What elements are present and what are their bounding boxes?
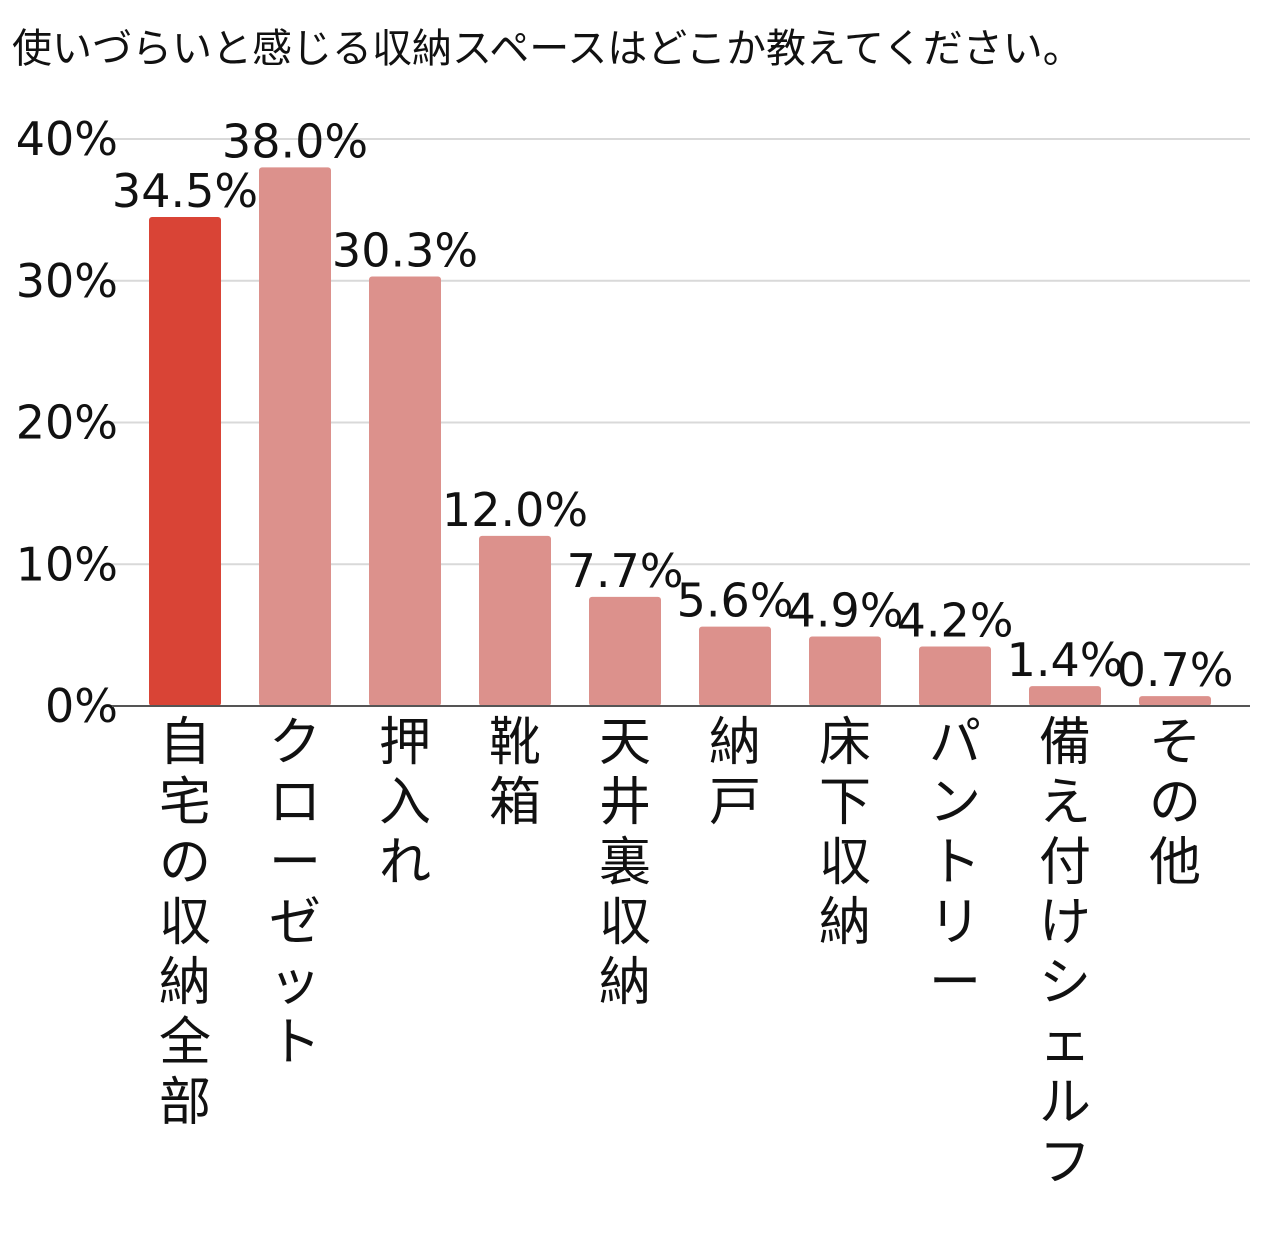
y-tick-label: 10% xyxy=(16,537,118,591)
category-label-char: ン xyxy=(929,773,981,833)
category-label-char: 自 xyxy=(159,713,211,773)
category-label-char: ッ xyxy=(269,953,321,1013)
category-label: その他 xyxy=(1149,713,1201,893)
bar-9 xyxy=(1029,686,1101,706)
category-label: クローゼット xyxy=(269,713,321,1073)
category-label-char: け xyxy=(1039,893,1091,953)
data-label: 38.0% xyxy=(222,114,368,168)
category-label-char: 収 xyxy=(159,893,211,953)
category-label-char: 付 xyxy=(1039,833,1091,893)
data-label: 12.0% xyxy=(442,483,588,537)
category-label-char: 部 xyxy=(159,1073,211,1133)
x-axis-categories: 自宅の収納全部クローゼット押入れ靴箱天井裏収納納戸床下収納パントリー備え付けシェ… xyxy=(159,713,1201,1193)
category-label-char: の xyxy=(1149,773,1201,833)
data-label: 0.7% xyxy=(1117,643,1234,697)
category-label-char: シ xyxy=(1039,953,1091,1013)
bar-1 xyxy=(149,216,221,706)
bar-2 xyxy=(259,167,331,707)
category-label-char: 押 xyxy=(379,713,431,773)
bar-8 xyxy=(919,646,991,706)
category-label-char: フ xyxy=(1039,1133,1091,1193)
category-label-char: 納 xyxy=(819,893,871,953)
bar-4 xyxy=(479,535,551,706)
category-label-char: 他 xyxy=(1149,833,1201,893)
category-label-char: ク xyxy=(269,713,321,773)
category-label-char: 納 xyxy=(599,953,651,1013)
y-tick-label: 20% xyxy=(16,396,118,450)
category-label-char: ー xyxy=(269,833,321,893)
category-label: 自宅の収納全部 xyxy=(159,713,211,1133)
data-label: 7.7% xyxy=(567,544,684,598)
data-labels: 34.5%38.0% 30.3% 12.0% 7.7%5.6%4.9%4.2%1.4%… xyxy=(112,114,1234,697)
category-label-char: 備 xyxy=(1039,713,1091,773)
category-label: 靴箱 xyxy=(489,713,541,833)
category-label: 備え付けシェルフ xyxy=(1039,713,1091,1193)
category-label-char: パ xyxy=(929,713,981,773)
category-label: パントリー xyxy=(929,713,981,1013)
category-label-char: ト xyxy=(929,833,981,893)
category-label-char: ー xyxy=(929,953,981,1013)
bar-6 xyxy=(699,626,771,706)
category-label-char: え xyxy=(1039,773,1091,833)
category-label-char: そ xyxy=(1149,713,1201,773)
category-label-char: 入 xyxy=(379,773,431,833)
bar-10 xyxy=(1139,696,1211,706)
category-label-char: れ xyxy=(379,833,431,893)
category-label: 天井裏収納 xyxy=(599,713,651,1013)
category-label-char: 裏 xyxy=(599,833,651,893)
category-label-char: 収 xyxy=(819,833,871,893)
y-tick-label: 0% xyxy=(45,679,118,733)
data-label: 4.2% xyxy=(897,593,1014,647)
bar-7 xyxy=(809,636,881,706)
category-label-char: 井 xyxy=(599,773,651,833)
bar-3 xyxy=(369,276,441,706)
bars xyxy=(149,167,1211,707)
bar-5 xyxy=(589,596,661,706)
category-label-char: ト xyxy=(269,1013,321,1073)
data-label: 4.9% xyxy=(787,584,904,638)
category-label: 床下収納 xyxy=(819,713,871,953)
category-label-char: の xyxy=(159,833,211,893)
category-label-char: 戸 xyxy=(709,773,761,833)
category-label: 押入れ xyxy=(379,713,431,893)
category-label-char: 納 xyxy=(159,953,211,1013)
y-axis-ticks: 0% 10% 20% 30% 40% xyxy=(16,112,118,733)
data-label: 1.4% xyxy=(1007,633,1124,687)
data-label: 30.3% xyxy=(332,223,478,277)
category-label-char: ェ xyxy=(1039,1013,1091,1073)
category-label-char: ル xyxy=(1039,1073,1091,1133)
category-label-char: 靴 xyxy=(489,713,541,773)
category-label-char: 納 xyxy=(709,713,761,773)
category-label-char: ゼ xyxy=(269,893,321,953)
category-label: 納戸 xyxy=(709,713,761,833)
category-label-char: 宅 xyxy=(159,773,211,833)
data-label: 34.5% xyxy=(112,164,258,218)
category-label-char: リ xyxy=(929,893,981,953)
category-label-char: 下 xyxy=(819,773,871,833)
y-tick-label: 30% xyxy=(16,254,118,308)
category-label-char: 天 xyxy=(599,713,651,773)
chart-title: 使いづらいと感じる収納スペースはどこか教えてください。 xyxy=(12,26,1083,72)
y-tick-label: 40% xyxy=(16,112,118,166)
category-label-char: 箱 xyxy=(489,773,541,833)
category-label-char: ロ xyxy=(269,773,321,833)
data-label: 5.6% xyxy=(677,574,794,628)
category-label-char: 全 xyxy=(159,1013,211,1073)
category-label-char: 収 xyxy=(599,893,651,953)
category-label-char: 床 xyxy=(819,713,871,773)
